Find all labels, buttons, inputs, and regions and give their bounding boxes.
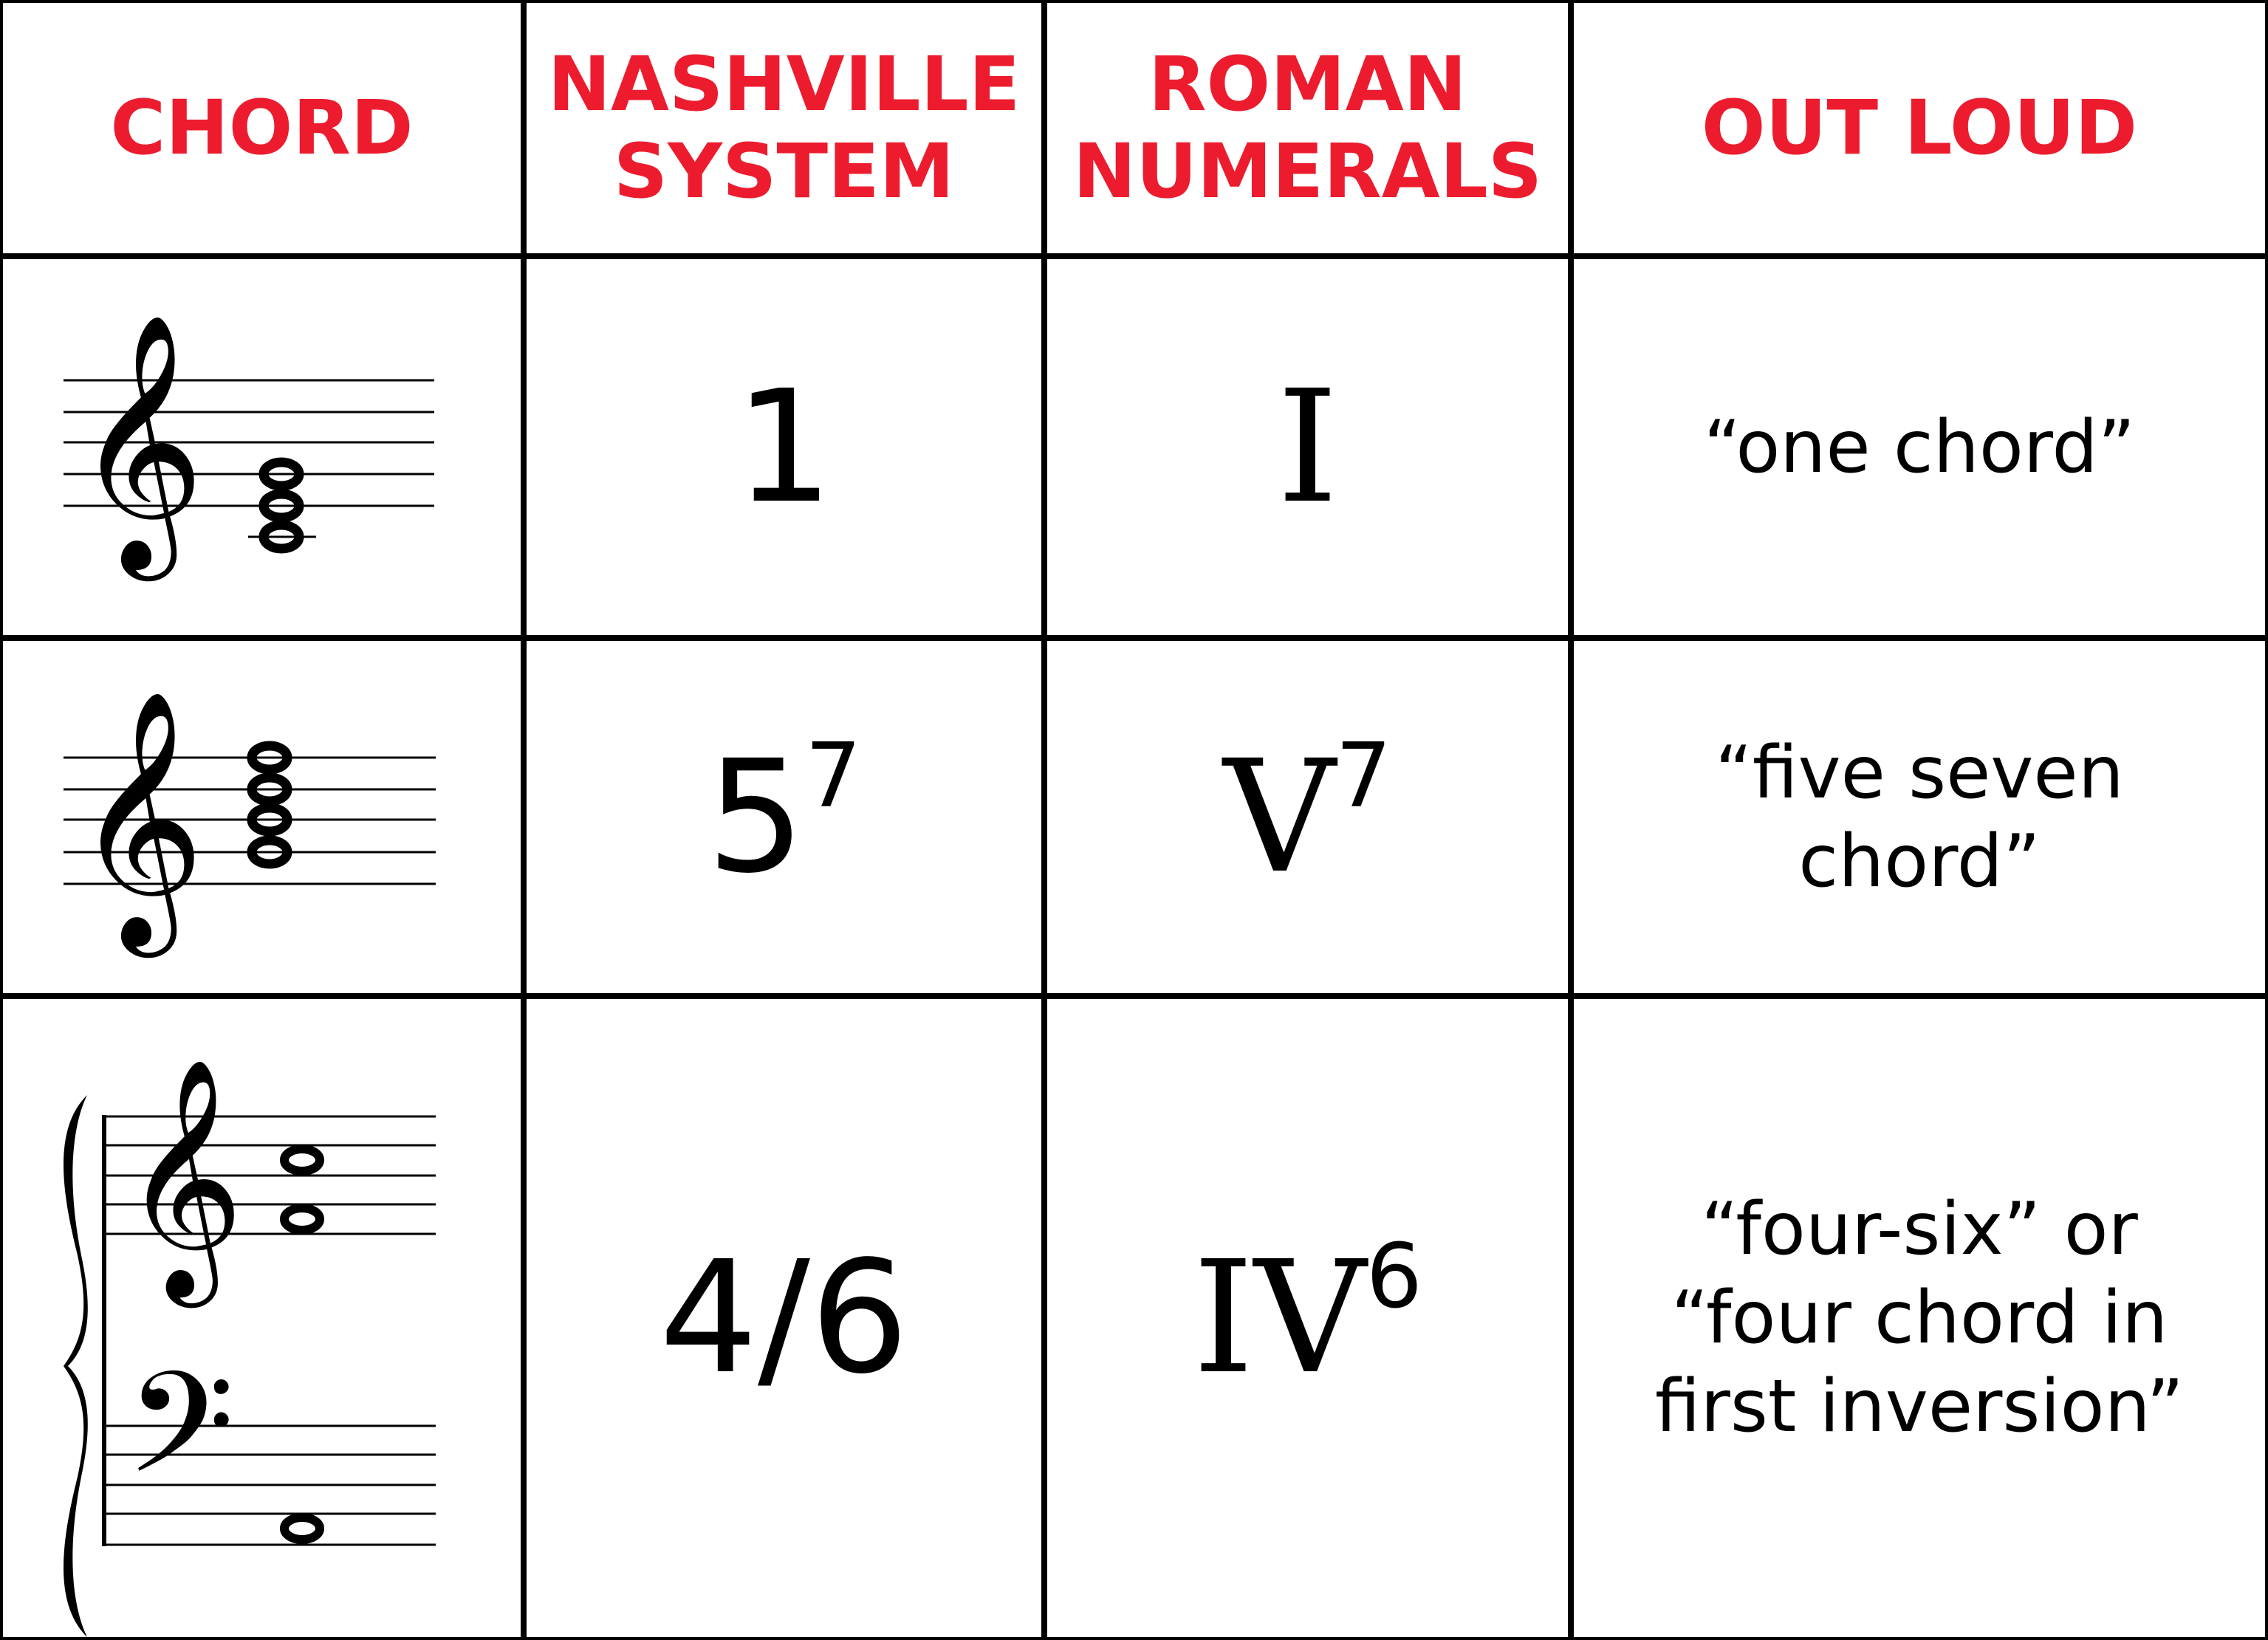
chord-notation-3 [0,996,524,1640]
note-c4 [258,520,304,554]
note-b4 [247,803,292,837]
roman-superscript: 6 [1366,1226,1422,1328]
header-chord: CHORD [0,0,524,256]
roman-superscript: 7 [1335,724,1392,828]
roman-3: IV6 [1044,996,1571,1640]
nashville-3: 4/6 [524,996,1044,1640]
bass-clef-icon: 𝄢 [126,1342,235,1540]
roman-value: I [1277,356,1338,538]
out-loud-line: “four-six” or [1701,1187,2138,1272]
header-out-loud: OUT LOUD [1571,0,2268,256]
roman-value: V [1223,726,1336,908]
grand-staff [102,1115,436,1546]
note-g4 [258,457,304,491]
header-roman: ROMAN NUMERALS [1044,0,1571,256]
staff-1 [64,379,434,538]
nashville-value: 4/6 [659,1227,909,1408]
header-out-loud-label: OUT LOUD [1701,83,2138,172]
nashville-value: 5 [706,726,806,908]
nashville-2: 57 [524,638,1044,996]
chord-notation-2 [0,638,524,996]
out-loud-1: “one chord” [1571,256,2268,638]
chord-notation-1 [0,256,524,638]
header-chord-label: CHORD [110,83,414,172]
treble-clef-icon: 𝄞 [122,1057,244,1309]
chord-notes-1 [258,457,304,554]
roman-2: V7 [1044,638,1571,996]
header-nashville: NASHVILLE SYSTEM [524,0,1044,256]
note-f5 [247,741,292,775]
header-roman-line1: ROMAN [1148,40,1467,128]
out-loud-2: “five seven chord” [1571,638,2268,996]
note-a2 [280,1513,324,1544]
note-f4 [280,1204,324,1235]
chord-notes-3 [280,1145,324,1544]
out-loud-line: first inversion” [1654,1365,2185,1449]
header-nashville-line1: NASHVILLE [547,40,1021,128]
note-d5 [247,772,292,806]
out-loud-3: “four-six” or “four chord in first inversi… [1571,996,2268,1640]
note-e4 [258,489,304,523]
out-loud-line: “four chord in [1671,1276,2168,1360]
roman-value: IV [1193,1227,1366,1408]
music-notation: 𝄞 𝄞 𝄞 𝄢 [63,312,436,1637]
roman-1: I [1044,256,1571,638]
nashville-1: 1 [524,256,1044,638]
treble-clef-icon: 𝄞 [74,312,205,583]
header-nashville-line2: SYSTEM [613,127,955,216]
note-g4 [247,835,292,869]
treble-clef-icon: 𝄞 [74,688,205,959]
chord-notes-2 [247,741,292,869]
out-loud-line: “one chord” [1703,405,2136,490]
note-c5 [280,1145,324,1176]
nashville-value: 1 [734,356,834,538]
brace-icon [63,1095,88,1637]
out-loud-line: chord” [1798,819,2041,904]
header-roman-line2: NUMERALS [1072,127,1543,216]
nashville-superscript: 7 [805,724,862,828]
out-loud-line: “five seven [1715,730,2124,815]
